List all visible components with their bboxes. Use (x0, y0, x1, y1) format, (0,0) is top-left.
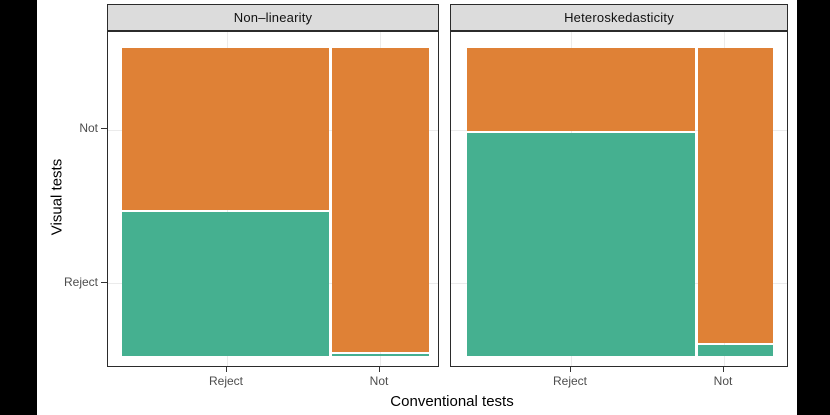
facet-strip-label: Non–linearity (233, 10, 313, 25)
panel-nonlinearity (107, 31, 439, 367)
x-axis-title: Conventional tests (390, 393, 514, 410)
x-tick-label-not: Not (369, 374, 389, 388)
panel-heteroskedasticity (450, 31, 788, 367)
mosaic-column-reject (467, 48, 695, 356)
x-tick-label-reject: Reject (208, 374, 244, 388)
mosaic-tile-not-reject (332, 353, 429, 356)
x-tick-label-reject: Reject (552, 374, 588, 388)
mosaic-tile-reject-not (467, 48, 695, 131)
mosaic-tile-not-not (698, 48, 773, 343)
mosaic-tiles (467, 48, 773, 356)
mosaic-tile-not-not (332, 48, 429, 352)
x-tick-mark (379, 367, 380, 372)
letterbox-left-band (0, 0, 37, 415)
mosaic-tile-reject-reject (467, 132, 695, 356)
y-tick-label-reject: Reject (63, 275, 98, 289)
mosaic-tile-not-reject (698, 344, 773, 356)
letterbox-right-band (797, 0, 830, 415)
x-tick-mark (226, 367, 227, 372)
y-tick-label-not: Not (79, 121, 98, 135)
x-tick-label-not: Not (713, 374, 733, 388)
mosaic-tile-reject-reject (122, 212, 329, 356)
facet-strip-label: Heteroskedasticity (564, 10, 674, 25)
y-tick-mark (101, 128, 107, 129)
x-tick-mark (723, 367, 724, 372)
mosaic-column-reject (122, 48, 329, 356)
mosaic-tiles (122, 48, 429, 356)
mosaic-column-not (332, 48, 429, 356)
mosaic-tile-reject-not (122, 48, 329, 211)
y-axis-title: Visual tests (48, 158, 66, 236)
mosaic-column-not (698, 48, 773, 356)
facet-strip-nonlinearity: Non–linearity (107, 4, 439, 31)
y-tick-mark (101, 282, 107, 283)
facet-strip-heteroskedasticity: Heteroskedasticity (450, 4, 788, 31)
x-tick-mark (570, 367, 571, 372)
